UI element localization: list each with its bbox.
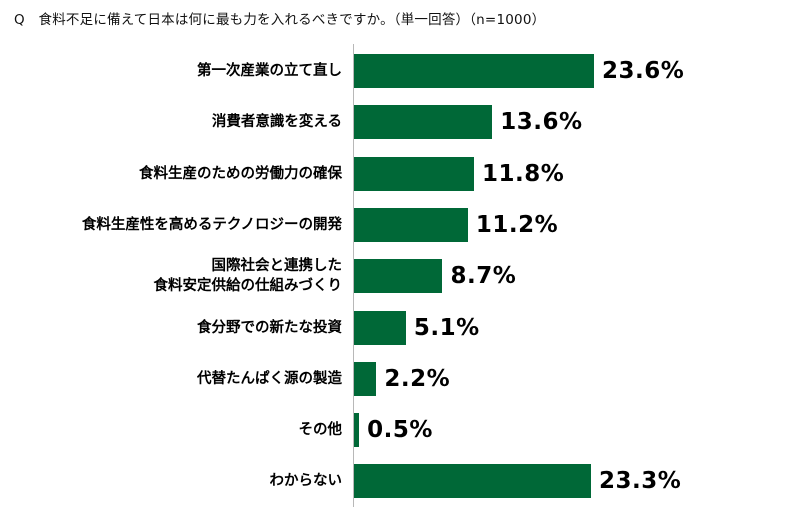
bar-row: 第一次産業の立て直し 23.6%: [0, 54, 792, 88]
bar: [354, 361, 377, 396]
category-label-line: 第一次産業の立て直し: [197, 63, 342, 79]
category-label: 消費者意識を変える: [212, 105, 342, 139]
category-label: 第一次産業の立て直し: [197, 54, 342, 88]
chart-title: Q 食料不足に備えて日本は何に最も力を入れるべきですか。（単一回答）（n=100…: [14, 12, 546, 28]
category-label-line: 食料生産のための労働力の確保: [139, 165, 342, 182]
y-axis-line: [353, 44, 354, 507]
bar-row: その他 0.5%: [0, 413, 792, 448]
value-label: 11.8%: [482, 160, 565, 187]
bar: [354, 464, 591, 499]
value-label: 8.7%: [450, 263, 517, 290]
value-label: 13.6%: [500, 109, 583, 136]
category-label-line: 国際社会と連携した: [211, 258, 343, 275]
bar: [354, 259, 443, 294]
bar: [354, 310, 406, 345]
category-label-line: その他: [298, 422, 343, 439]
bar-row: 国際社会と連携した食料安定供給の仕組みづくり 8.7%: [0, 258, 792, 295]
value-label: 23.6%: [602, 58, 685, 84]
category-label: 国際社会と連携した食料安定供給の仕組みづくり: [153, 258, 343, 295]
bar: [354, 156, 474, 191]
category-label-line: わからない: [269, 473, 343, 490]
bar-row: 食料生産のための労働力の確保 11.8%: [0, 156, 792, 191]
category-label-line: 食料安定供給の仕組みづくり: [153, 278, 343, 295]
category-label-line: 食料生産性を高めるテクノロジーの開発: [81, 216, 342, 233]
category-label-line: 食分野での新たな投資: [197, 319, 342, 336]
bar-row: 食分野での新たな投資 5.1%: [0, 310, 792, 345]
category-label: 代替たんぱく源の製造: [197, 362, 342, 396]
bar: [354, 413, 360, 448]
value-label: 23.3%: [598, 468, 682, 495]
category-label-line: 消費者意識を変える: [211, 114, 342, 131]
value-label: 5.1%: [413, 314, 480, 341]
bar-row: 食料生産性を高めるテクノロジーの開発 11.2%: [0, 207, 792, 242]
value-label: 11.2%: [475, 211, 559, 238]
value-label: 2.2%: [384, 365, 451, 392]
category-label: 食料生産性を高めるテクノロジーの開発: [82, 208, 342, 242]
category-label-line: 代替たんぱく源の製造: [197, 370, 342, 387]
bar: [354, 54, 594, 88]
category-label: 食分野での新たな投資: [197, 311, 342, 345]
bar-row: 消費者意識を変える 13.6%: [0, 105, 792, 140]
bar-row: 代替たんぱく源の製造 2.2%: [0, 361, 792, 396]
category-label: その他: [299, 413, 343, 447]
category-label: わからない: [270, 464, 343, 498]
bar-row: わからない 23.3%: [0, 464, 792, 499]
category-label: 食料生産のための労働力の確保: [139, 157, 342, 191]
bar: [354, 207, 468, 242]
bar: [354, 105, 493, 140]
value-label: 0.5%: [367, 417, 433, 444]
